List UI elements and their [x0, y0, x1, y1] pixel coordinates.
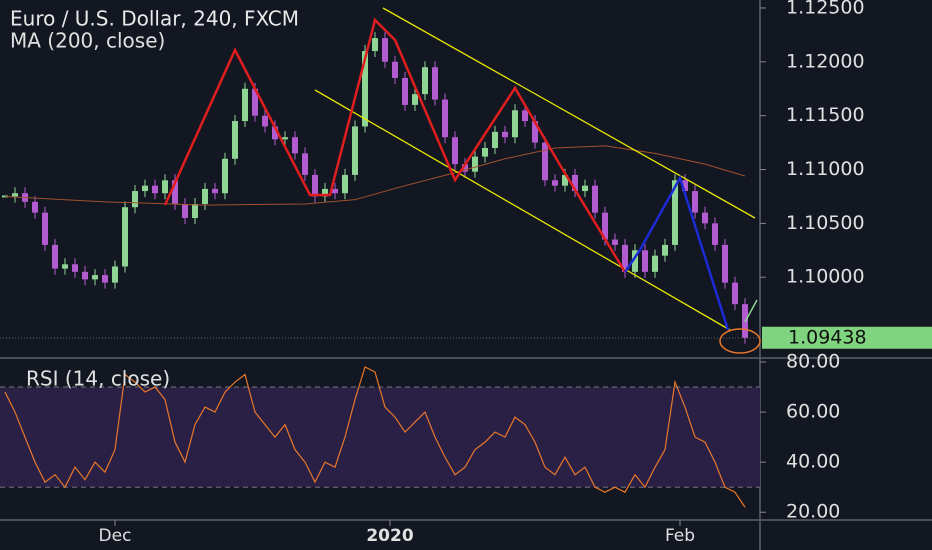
candle — [522, 110, 528, 122]
y-tick-label: 1.10000 — [786, 266, 865, 288]
candle — [32, 201, 38, 213]
rsi-band — [0, 387, 760, 488]
candle — [492, 131, 498, 148]
candle — [182, 203, 188, 218]
candle — [432, 67, 438, 100]
y-tick-label: 1.10500 — [786, 212, 865, 234]
candle — [602, 212, 608, 240]
candle — [372, 38, 378, 52]
candle — [672, 180, 678, 245]
chart-title: Euro / U.S. Dollar, 240, FXCM — [10, 7, 299, 31]
candle — [542, 142, 548, 181]
candle — [442, 99, 448, 138]
candle — [142, 185, 148, 192]
price-pane — [2, 32, 748, 344]
candle — [622, 244, 628, 272]
last-price-box — [762, 326, 932, 349]
candle — [282, 137, 288, 140]
candle — [572, 174, 578, 192]
candle — [302, 153, 308, 175]
candle — [462, 164, 468, 172]
rsi-line — [4, 366, 746, 508]
candle — [732, 282, 738, 305]
candle — [722, 244, 728, 283]
candle — [342, 174, 348, 194]
candle — [532, 121, 538, 143]
candle — [662, 244, 668, 256]
candle — [702, 212, 708, 224]
candle — [512, 110, 518, 138]
candle — [632, 250, 638, 272]
candle — [272, 126, 278, 140]
candle — [552, 180, 558, 186]
legend-entry: MA (200, close) — [10, 29, 165, 53]
candle — [212, 188, 218, 194]
rsi-title: RSI (14, close) — [26, 367, 170, 391]
candle — [642, 250, 648, 272]
y-tick-label: 1.11000 — [786, 158, 865, 180]
drawings — [163, 7, 761, 354]
candle — [162, 180, 168, 194]
candle — [192, 203, 198, 218]
candle — [392, 61, 398, 78]
candle — [362, 51, 368, 127]
candle — [172, 180, 178, 204]
candle — [242, 88, 248, 122]
candle — [42, 212, 48, 245]
candle — [222, 158, 228, 194]
y-tick-label: 40.00 — [786, 451, 840, 473]
y-tick-label: 1.12500 — [786, 0, 865, 18]
candle — [652, 255, 658, 272]
candle — [202, 188, 208, 204]
candle — [122, 207, 128, 267]
candle — [262, 115, 268, 127]
candle — [582, 185, 588, 192]
candle — [682, 180, 688, 192]
y-tick-label: 1.12000 — [786, 50, 865, 72]
candle — [12, 193, 18, 197]
candle — [422, 67, 428, 95]
candle — [102, 275, 108, 283]
y-tick-label: 80.00 — [786, 351, 840, 373]
candle — [592, 185, 598, 213]
rsi-pane — [0, 366, 760, 508]
candle — [352, 126, 358, 175]
y-tick-label: 20.00 — [786, 501, 840, 523]
y-tick-label: 60.00 — [786, 401, 840, 423]
candle — [452, 137, 458, 165]
candle — [692, 191, 698, 213]
candle — [562, 174, 568, 186]
y-tick-label: 1.11500 — [786, 104, 865, 126]
candle — [412, 94, 418, 105]
candle — [482, 147, 488, 157]
candle — [502, 131, 508, 138]
candle — [382, 38, 388, 62]
candle — [92, 275, 98, 280]
candle — [132, 191, 138, 208]
candle — [312, 174, 318, 197]
candle — [612, 239, 618, 245]
candle — [712, 223, 718, 245]
candle — [232, 121, 238, 159]
candle — [332, 188, 338, 194]
candle — [152, 185, 158, 194]
candle — [112, 266, 118, 283]
candle — [62, 264, 68, 269]
candle — [82, 271, 88, 280]
x-tick-label: Dec — [99, 526, 132, 546]
candle — [322, 188, 328, 197]
ma-line — [4, 145, 746, 206]
last-price-label: 1.09438 — [788, 326, 867, 348]
candle — [472, 156, 478, 172]
candle — [402, 77, 408, 105]
x-tick-label: Feb — [665, 526, 695, 546]
candle — [292, 137, 298, 154]
candle — [52, 244, 58, 269]
x-tick-label: 2020 — [366, 526, 413, 546]
candle — [252, 88, 258, 116]
candle — [72, 264, 78, 272]
